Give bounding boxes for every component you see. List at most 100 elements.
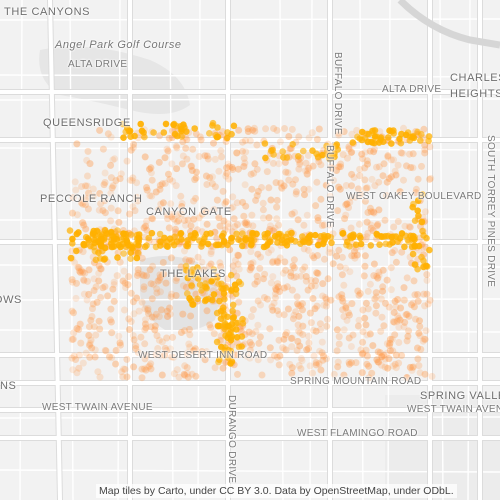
data-point xyxy=(141,305,149,313)
data-point xyxy=(317,366,325,374)
data-point xyxy=(231,223,239,231)
data-point xyxy=(328,239,335,247)
data-point xyxy=(335,183,343,191)
data-point xyxy=(91,346,99,354)
data-point xyxy=(323,299,331,306)
data-point xyxy=(283,283,291,291)
data-point xyxy=(296,158,304,166)
data-point xyxy=(202,280,209,287)
data-point xyxy=(297,302,305,310)
data-point xyxy=(188,162,196,170)
data-point xyxy=(161,179,169,187)
data-point xyxy=(206,321,214,329)
data-point xyxy=(277,183,285,191)
data-point xyxy=(195,153,203,160)
data-point xyxy=(298,357,306,365)
data-point xyxy=(154,345,162,352)
data-point xyxy=(337,163,344,171)
data-point xyxy=(239,320,247,327)
data-point xyxy=(221,319,228,327)
data-point xyxy=(417,345,425,353)
data-point xyxy=(385,303,393,311)
data-point xyxy=(300,147,307,155)
data-point xyxy=(209,276,216,284)
data-point xyxy=(118,368,125,376)
data-point xyxy=(202,172,210,180)
data-point xyxy=(158,338,166,346)
minor-road xyxy=(19,0,23,500)
data-point xyxy=(334,363,342,371)
data-point xyxy=(425,133,433,140)
data-point xyxy=(367,242,375,249)
data-point xyxy=(411,291,419,299)
data-point xyxy=(120,250,127,257)
data-point xyxy=(141,326,149,334)
data-point xyxy=(369,139,376,147)
data-point xyxy=(359,328,367,336)
data-point xyxy=(333,167,340,174)
data-point xyxy=(334,207,342,215)
data-point xyxy=(382,299,389,307)
data-point xyxy=(315,360,323,368)
data-point xyxy=(354,287,362,295)
data-point xyxy=(109,156,117,164)
data-point xyxy=(366,147,374,155)
data-point xyxy=(284,230,292,238)
data-point xyxy=(115,218,123,226)
data-point xyxy=(254,297,262,305)
data-point xyxy=(85,331,93,339)
data-point xyxy=(294,216,302,224)
data-point xyxy=(416,323,424,330)
data-point xyxy=(87,336,95,344)
data-point xyxy=(392,258,400,266)
data-point xyxy=(265,184,273,192)
data-point xyxy=(315,125,323,133)
data-point xyxy=(112,360,120,368)
data-point xyxy=(233,272,241,280)
data-point xyxy=(207,250,215,258)
data-point xyxy=(69,335,77,343)
data-point xyxy=(178,127,185,135)
data-point xyxy=(70,329,78,337)
data-point xyxy=(335,293,343,301)
data-point xyxy=(173,144,181,152)
data-point xyxy=(222,284,230,292)
data-point xyxy=(411,261,419,268)
data-point xyxy=(90,227,97,235)
data-point xyxy=(229,301,237,309)
data-point xyxy=(125,273,133,281)
data-point xyxy=(317,326,324,334)
minor-road xyxy=(0,469,500,473)
data-point xyxy=(158,271,166,279)
data-point xyxy=(144,363,152,371)
data-point xyxy=(159,199,167,207)
data-point xyxy=(215,291,223,298)
data-point xyxy=(350,252,358,260)
data-point xyxy=(123,355,131,363)
data-point xyxy=(355,291,363,299)
data-point xyxy=(342,182,350,189)
data-point xyxy=(352,359,360,367)
data-point xyxy=(154,277,162,285)
data-point xyxy=(289,141,297,148)
data-point xyxy=(234,251,242,259)
data-point xyxy=(276,254,284,262)
major-road xyxy=(48,0,62,500)
data-point xyxy=(192,372,200,380)
data-point xyxy=(129,144,137,151)
data-point xyxy=(183,136,191,144)
data-point xyxy=(120,365,128,373)
data-point xyxy=(350,232,357,239)
data-point xyxy=(230,313,238,321)
data-point xyxy=(129,174,137,182)
data-point xyxy=(206,130,213,137)
data-point xyxy=(420,232,427,239)
data-point xyxy=(106,353,113,361)
data-point xyxy=(173,274,181,282)
data-point xyxy=(358,128,366,136)
data-point xyxy=(374,220,382,228)
data-point xyxy=(163,347,170,354)
data-point xyxy=(305,332,313,340)
